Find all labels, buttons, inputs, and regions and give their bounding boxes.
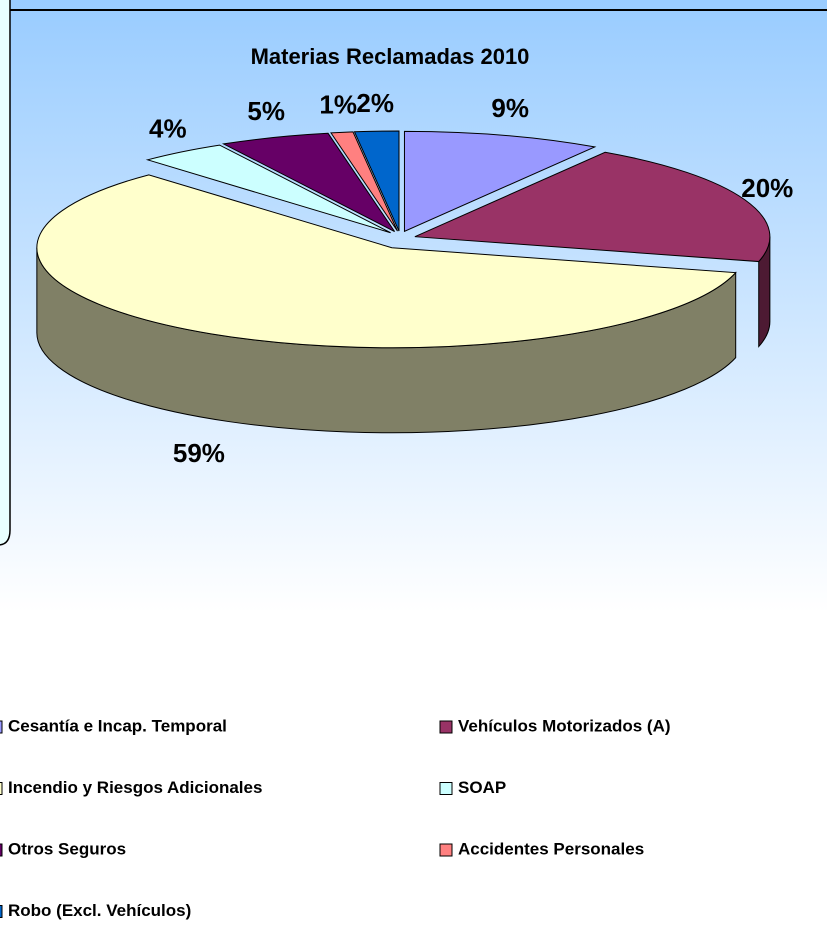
chart-title: Materias Reclamadas 2010	[251, 44, 530, 69]
data-label: 9%	[491, 93, 529, 123]
data-label: 59%	[173, 438, 225, 468]
legend-label: Incendio y Riesgos Adicionales	[8, 778, 262, 797]
legend-swatch	[0, 843, 3, 857]
slice	[403, 130, 597, 233]
legend-label: Vehículos Motorizados (A)	[458, 716, 671, 735]
data-label: 20%	[741, 173, 793, 203]
data-label: 5%	[247, 96, 285, 126]
legend-swatch	[0, 720, 3, 734]
legend-swatch	[0, 782, 3, 795]
slice	[353, 130, 400, 232]
legend-swatch	[439, 843, 453, 857]
data-label: 4%	[149, 114, 187, 144]
slice	[330, 131, 398, 232]
legend-swatch	[439, 720, 453, 734]
legend-label: Otros Seguros	[8, 839, 126, 858]
slice	[145, 144, 391, 234]
data-label: 2%	[356, 88, 394, 118]
legend-label: SOAP	[458, 778, 506, 797]
data-label: 1%	[319, 90, 357, 120]
slice	[414, 151, 771, 263]
legend-label: Robo (Excl. Vehículos)	[8, 901, 191, 920]
legend-swatch	[0, 905, 3, 918]
legend-swatch	[439, 782, 453, 795]
legend: Cesantía e Incap. Temporal Vehículos Moto…	[0, 716, 671, 920]
side-panel	[0, 0, 11, 546]
slice	[36, 174, 737, 349]
pie: 9% 20% 59% 4% 5% 1% 2%	[36, 88, 793, 468]
legend-label: Accidentes Personales	[458, 839, 644, 858]
legend-label: Cesantía e Incap. Temporal	[8, 716, 227, 735]
slice	[221, 132, 395, 232]
